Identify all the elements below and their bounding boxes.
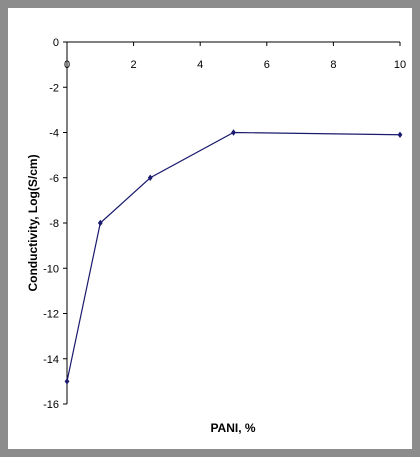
y-tick-label: -8 <box>49 218 59 230</box>
x-axis-title: PANI, % <box>210 421 255 435</box>
series-layer <box>64 129 403 385</box>
y-tick-label: -14 <box>43 354 59 366</box>
y-tick-label: -16 <box>43 399 59 411</box>
y-axis-title: Conductivity, Log(S/cm) <box>26 154 40 291</box>
x-tick-label: 4 <box>197 59 203 71</box>
data-point-marker <box>231 129 236 136</box>
y-tick-label: -4 <box>49 128 59 140</box>
y-tick-label: -12 <box>43 309 59 321</box>
data-point-marker <box>397 131 403 138</box>
x-tick-label: 8 <box>330 59 336 71</box>
series-line <box>66 131 401 382</box>
x-tick-label: 2 <box>131 59 137 71</box>
y-tick-label: -2 <box>49 82 59 94</box>
x-tick-label: 0 <box>64 59 70 71</box>
data-point-marker <box>97 219 103 227</box>
data-point-marker <box>147 174 153 181</box>
y-tick-label: 0 <box>53 37 59 49</box>
x-tick-label: 10 <box>394 59 406 71</box>
y-tick-label: -10 <box>43 263 59 275</box>
x-tick-label: 6 <box>264 59 270 71</box>
data-point-marker <box>64 378 70 385</box>
axes: 0 -2 -4 -6 -8 -10 -12 -14 -16 0 2 4 6 8 10 <box>43 37 406 411</box>
y-tick-label: -6 <box>49 173 59 185</box>
